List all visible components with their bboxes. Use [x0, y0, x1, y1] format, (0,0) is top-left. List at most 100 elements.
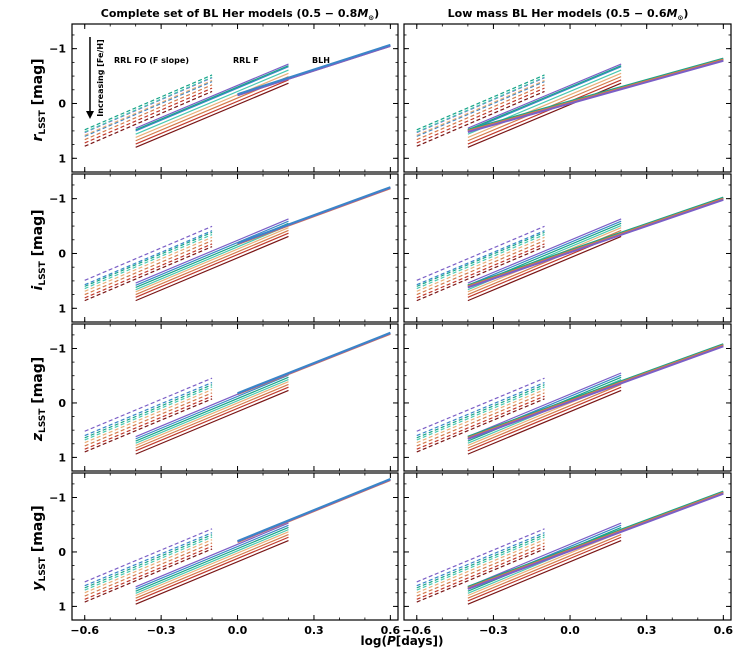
- rrl-f-line-0: [467, 372, 622, 438]
- blh-line-1: [237, 44, 391, 97]
- blh-line-1: [467, 491, 724, 589]
- rrl-fo-line-4: [416, 389, 545, 444]
- rrl-fo-line-2: [416, 534, 545, 589]
- rrl-fo-line-2: [416, 231, 545, 287]
- x-tick-label: 0.6: [381, 624, 401, 637]
- rrl-fo-line-0: [84, 528, 213, 583]
- x-tick-label: 0.3: [637, 624, 657, 637]
- y-label-y: yLSST [mag]: [30, 505, 48, 590]
- column-title-complete: Complete set of BL Her models (0.5 − 0.8…: [101, 7, 379, 22]
- rrl-fo-line-4: [84, 79, 213, 136]
- rrl-fo-line-7: [84, 90, 213, 147]
- rrl-fo-line-7: [84, 548, 213, 603]
- blh-line-2: [467, 345, 724, 440]
- rrl-fo-line-0: [416, 377, 545, 432]
- x-tick-label: 0.6: [714, 624, 734, 637]
- rrl-f-line-7: [467, 389, 622, 455]
- y-tick-label: 0: [58, 546, 66, 559]
- annotation-rrl-f: RRL F: [233, 56, 259, 65]
- rrl-fo-line-3: [416, 234, 545, 290]
- rrl-fo-line-6: [84, 395, 213, 450]
- y-label-i: iLSST [mag]: [30, 210, 48, 291]
- rrl-fo-line-6: [416, 545, 545, 600]
- annotation-blh: BLH: [312, 56, 330, 65]
- rrl-fo-line-4: [84, 539, 213, 594]
- rrl-f-line-4: [467, 72, 622, 139]
- rrl-f-line-1: [135, 524, 289, 590]
- panel-i-complete: −1 0 1: [49, 173, 399, 323]
- y-tick-label: 0: [58, 397, 66, 410]
- rrl-fo-line-4: [416, 539, 545, 594]
- rrl-f-line-5: [467, 383, 622, 449]
- rrl-f-line-1: [135, 220, 289, 286]
- rrl-f-line-4: [467, 531, 622, 597]
- rrl-fo-line-6: [416, 243, 545, 299]
- rrl-fo-line-3: [416, 76, 545, 133]
- rrl-f-line-1: [135, 374, 289, 440]
- x-tick-label: 0.0: [560, 624, 580, 637]
- x-tick-label: 0.3: [304, 624, 324, 637]
- panel-r-lowmass: [403, 23, 732, 173]
- rrl-f-line-4: [135, 227, 289, 293]
- panel-bg-r-complete: [72, 24, 398, 172]
- rrl-fo-line-5: [416, 240, 545, 296]
- rrl-fo-line-5: [84, 392, 213, 447]
- series-group-z-lowmass: [416, 343, 724, 455]
- rrl-f-line-6: [135, 79, 289, 145]
- panel-bg-y-lowmass: [404, 473, 731, 620]
- rrl-f-line-6: [135, 232, 289, 298]
- blh-line-2: [237, 478, 391, 542]
- panel-frame-i-lowmass: [403, 173, 732, 323]
- rrl-fo-line-6: [84, 243, 213, 299]
- rrl-f-line-6: [135, 386, 289, 452]
- rrl-fo-line-5: [84, 240, 213, 296]
- panel-frame-y-lowmass: [403, 472, 732, 621]
- blh-line-0: [467, 490, 724, 588]
- rrl-fo-line-1: [416, 230, 545, 286]
- rrl-fo-line-3: [416, 536, 545, 591]
- panel-frame-r-complete: [71, 23, 399, 173]
- blh-line-0: [467, 343, 724, 438]
- rrl-fo-line-5: [84, 84, 213, 141]
- y-tick-label: 1: [58, 600, 66, 613]
- rrl-fo-line-4: [416, 79, 545, 136]
- rrl-fo-line-1: [84, 81, 213, 137]
- rrl-fo-line-7: [416, 246, 545, 302]
- panel-y-complete: −0.6 −0.3 0.0 0.3 0.6 −1 0 1: [49, 472, 401, 637]
- x-tick-label: −0.3: [479, 624, 508, 637]
- rrl-fo-line-0: [416, 528, 545, 583]
- panel-frame-z-lowmass: [403, 323, 732, 472]
- panel-frame-z-complete: [71, 323, 399, 472]
- rrl-f-line-2: [467, 65, 622, 131]
- rrl-fo-line-6: [416, 395, 545, 450]
- rrl-f-line-6: [467, 536, 622, 602]
- rrl-f-line-0: [135, 218, 289, 284]
- rrl-fo-line-3: [84, 386, 213, 441]
- y-tick-label: 0: [58, 97, 66, 110]
- blh-line-1: [467, 197, 724, 288]
- rrl-f-line-7: [467, 235, 622, 302]
- rrl-f-line-4: [135, 531, 289, 597]
- rrl-fo-line-5: [84, 542, 213, 597]
- rrl-fo-line-1: [416, 81, 545, 137]
- rrl-f-line-7: [467, 539, 622, 605]
- rrl-f-line-6: [467, 386, 622, 452]
- panel-r-complete: −1 0 1: [49, 23, 399, 173]
- rrl-f-line-4: [135, 72, 289, 139]
- y-tick-label: 0: [58, 247, 66, 260]
- series-group-r-lowmass: [416, 57, 724, 148]
- rrl-fo-line-5: [416, 542, 545, 597]
- series-group-y-lowmass: [416, 490, 724, 605]
- rrl-fo-line-1: [84, 381, 213, 437]
- annotation-increasing-feh: Increasing [Fe/H]: [96, 39, 105, 116]
- rrl-f-line-2: [135, 376, 289, 442]
- rrl-f-line-0: [467, 63, 622, 129]
- column-title-low-mass: Low mass BL Her models (0.5 − 0.6M⊙): [448, 7, 689, 22]
- blh-line-2: [237, 186, 391, 245]
- rrl-fo-line-2: [84, 231, 213, 287]
- blh-line-2: [467, 59, 724, 133]
- rrl-f-line-1: [467, 220, 622, 286]
- rrl-fo-line-3: [84, 234, 213, 290]
- y-tick-label: −1: [49, 492, 66, 505]
